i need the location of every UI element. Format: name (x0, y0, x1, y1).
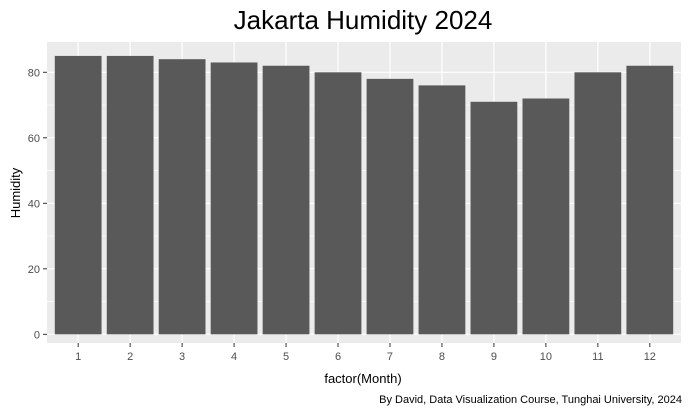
bar-2 (106, 55, 154, 335)
x-tick-label: 12 (644, 351, 656, 363)
y-axis-title: Humidity (8, 167, 23, 218)
x-axis: 1 2 3 4 5 6 7 8 9 10 11 12 (75, 343, 656, 363)
x-tick-label: 7 (387, 351, 393, 363)
bar-7 (366, 78, 414, 335)
x-tick-label: 2 (127, 351, 133, 363)
bar-12 (626, 65, 674, 335)
bar-8 (418, 85, 466, 335)
x-tick-label: 4 (231, 351, 237, 363)
bar-10 (522, 98, 570, 335)
x-tick-label: 9 (491, 351, 497, 363)
bar-4 (210, 62, 258, 335)
bar-3 (158, 59, 206, 335)
x-tick-label: 6 (335, 351, 341, 363)
x-tick-label: 11 (592, 351, 603, 363)
x-tick-label: 8 (439, 351, 445, 363)
x-tick-label: 1 (75, 351, 81, 363)
x-tick-label: 10 (540, 351, 552, 363)
y-tick-label: 20 (28, 264, 40, 276)
x-axis-title: factor(Month) (324, 371, 401, 386)
chart-caption: By David, Data Visualization Course, Tun… (379, 394, 682, 406)
chart-title: Jakarta Humidity 2024 (234, 5, 493, 35)
bar-1 (54, 55, 102, 335)
y-tick-label: 80 (28, 67, 40, 79)
bar-9 (470, 101, 518, 335)
x-tick-label: 3 (179, 351, 185, 363)
y-tick-label: 40 (28, 198, 40, 210)
y-tick-label: 60 (28, 133, 40, 145)
y-tick-label: 0 (34, 329, 40, 341)
y-axis: 0 20 40 60 80 (28, 67, 47, 341)
bar-5 (262, 65, 310, 335)
bar-11 (574, 72, 622, 335)
x-tick-label: 5 (283, 351, 289, 363)
bar-6 (314, 72, 362, 335)
bars (54, 55, 674, 335)
